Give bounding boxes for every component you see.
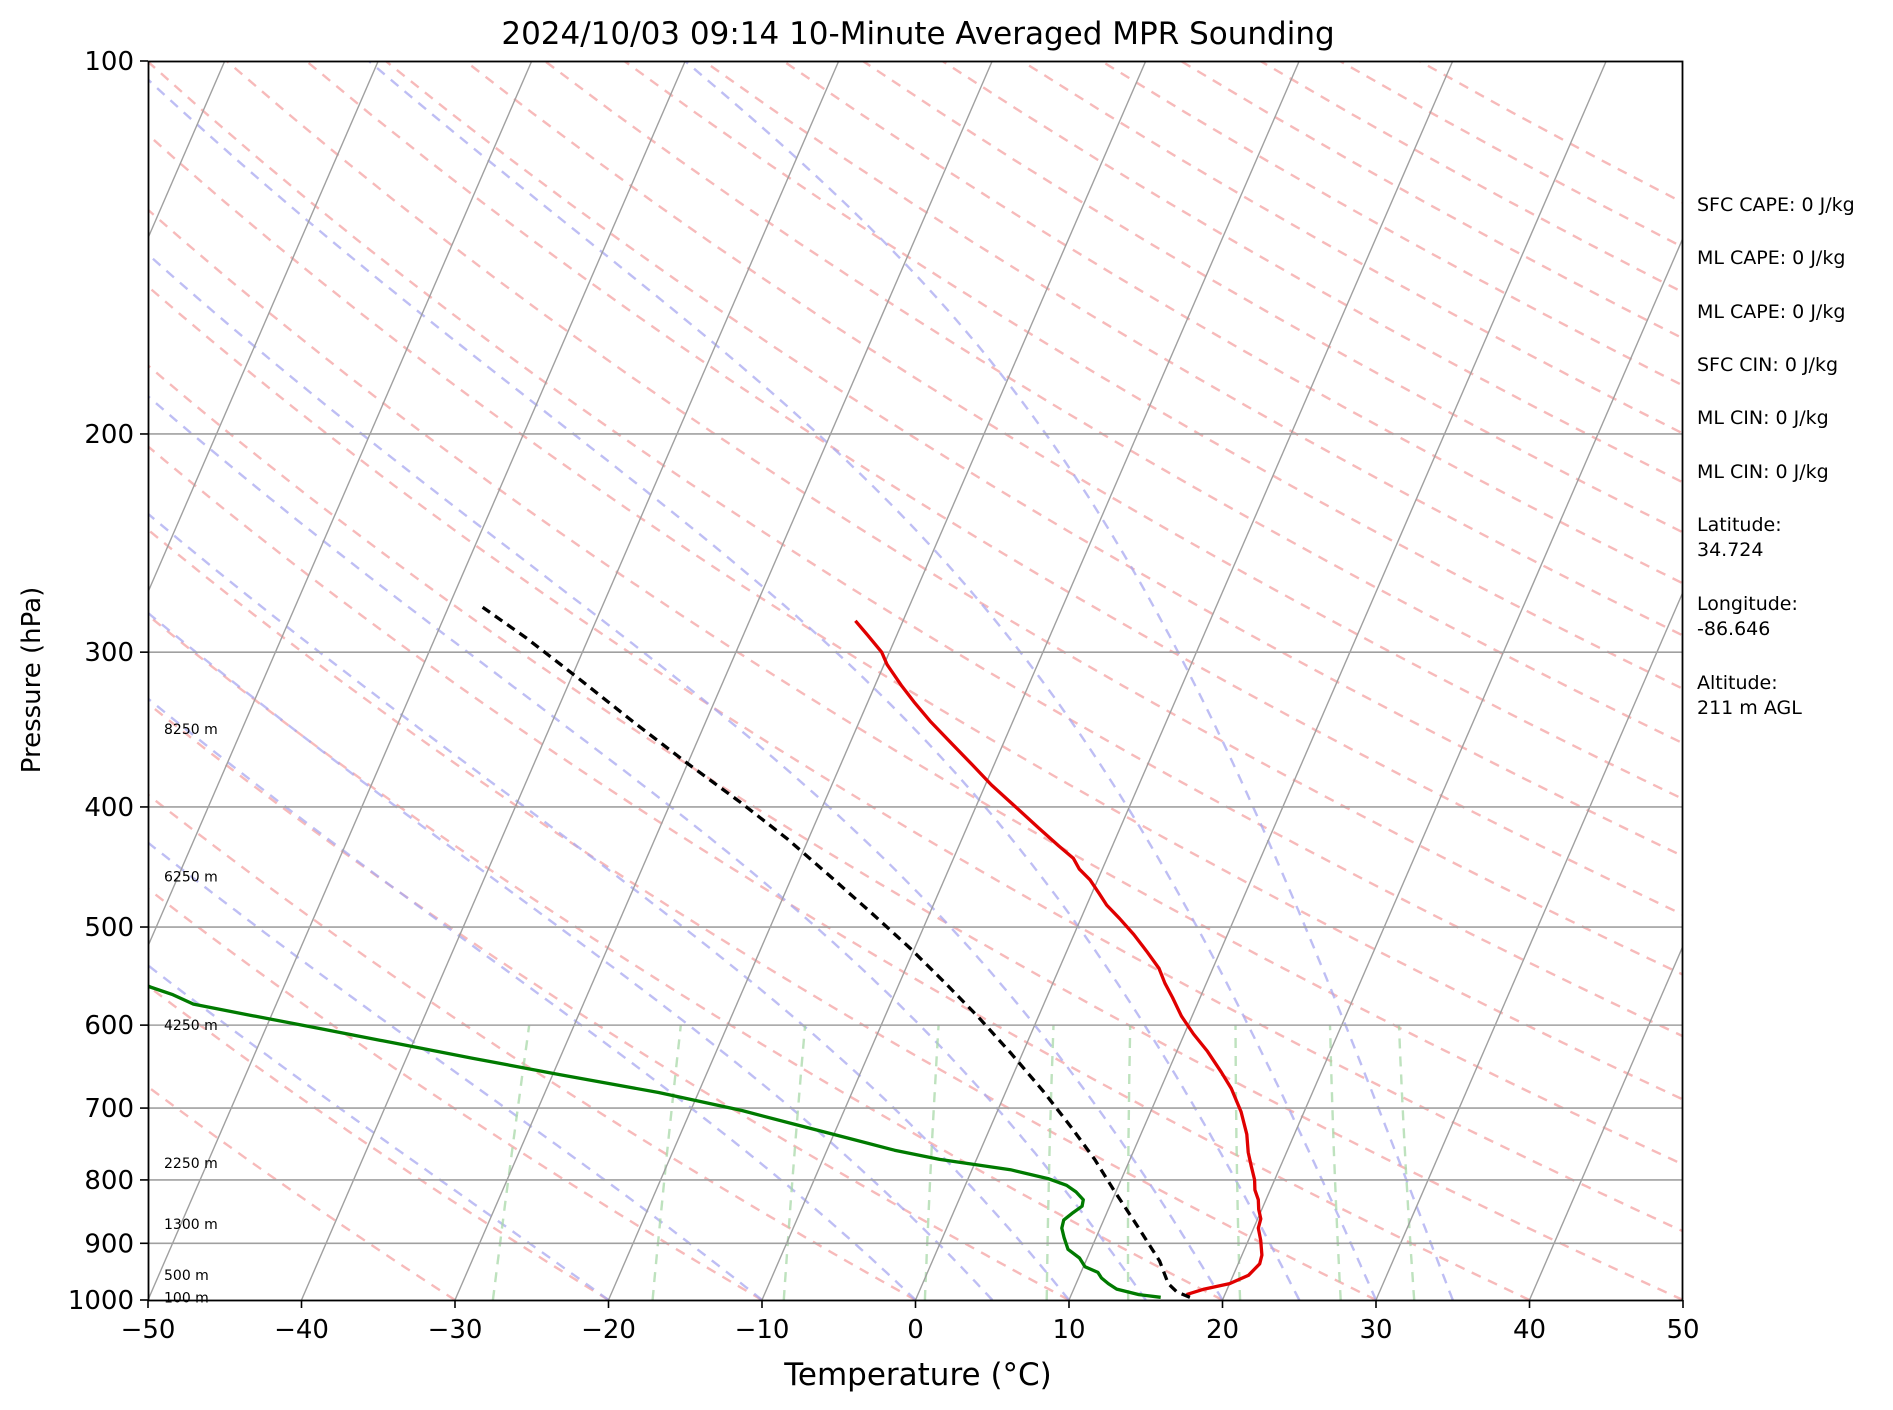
y-tick-label: 100 bbox=[84, 47, 134, 77]
sounding-series bbox=[0, 605, 1262, 1297]
y-tick-label: 200 bbox=[84, 420, 134, 450]
x-tick-label: −40 bbox=[274, 1315, 329, 1345]
height-label: 6250 m bbox=[164, 869, 218, 885]
y-tick-label: 800 bbox=[84, 1166, 134, 1196]
dry-adiabat-line bbox=[0, 61, 1376, 1300]
height-label: 4250 m bbox=[164, 1018, 218, 1034]
x-tick-label: 50 bbox=[1666, 1315, 1699, 1345]
chart-title: 2024/10/03 09:14 10-Minute Averaged MPR … bbox=[501, 16, 1334, 52]
side-panel-line: ML CIN: 0 J/kg bbox=[1697, 461, 1829, 483]
side-panel-line: SFC CIN: 0 J/kg bbox=[1697, 354, 1838, 376]
dry-adiabat-line bbox=[0, 61, 1069, 1300]
y-tick-label: 400 bbox=[84, 793, 134, 823]
y-tick-label: 700 bbox=[84, 1094, 134, 1124]
y-axis-ticks: 100 200 300 400 500 600 700 800 900 1000 bbox=[68, 47, 148, 1316]
mixing-ratio-line bbox=[1047, 1025, 1054, 1300]
moist-adiabat-line bbox=[128, 61, 1299, 1300]
side-panel: SFC CAPE: 0 J/kg ML CAPE: 0 J/kg ML CAPE: … bbox=[1697, 194, 1855, 719]
y-tick-label: 600 bbox=[84, 1011, 134, 1041]
height-labels: 8250 m 6250 m 4250 m 2250 m 1300 m 500 m 100 m bbox=[164, 722, 218, 1306]
dry-adiabat-line bbox=[0, 61, 1837, 1300]
height-label: 2250 m bbox=[164, 1156, 218, 1172]
side-panel-line: ML CAPE: 0 J/kg bbox=[1697, 301, 1845, 323]
y-tick-label: 900 bbox=[84, 1229, 134, 1259]
side-panel-line: ML CAPE: 0 J/kg bbox=[1697, 247, 1845, 269]
y-axis-label: Pressure (hPa) bbox=[17, 587, 47, 774]
height-label: 1300 m bbox=[164, 1217, 218, 1233]
background-lines bbox=[0, 61, 1893, 1300]
plot-frame bbox=[149, 62, 1683, 1301]
dry-adiabat-line bbox=[0, 61, 455, 1300]
mixing-ratio-line bbox=[784, 1025, 805, 1300]
x-tick-label: 40 bbox=[1513, 1315, 1546, 1345]
mixing-ratio-line bbox=[925, 1025, 939, 1300]
isotherm-line bbox=[1069, 61, 1606, 1300]
side-panel-line: SFC CAPE: 0 J/kg bbox=[1697, 194, 1855, 216]
side-panel-line: -86.646 bbox=[1697, 618, 1770, 640]
dry-adiabat-line bbox=[0, 61, 1683, 1300]
dry-adiabat-line bbox=[0, 61, 1893, 1300]
isotherm-line bbox=[916, 61, 1453, 1300]
isotherm-line bbox=[762, 61, 1299, 1300]
y-tick-label: 300 bbox=[84, 638, 134, 668]
isotherm-line bbox=[1223, 61, 1760, 1300]
x-tick-label: 20 bbox=[1206, 1315, 1239, 1345]
dry-adiabat-line bbox=[386, 61, 1893, 1300]
mixing-ratio-line bbox=[653, 1025, 681, 1300]
side-panel-line: Longitude: bbox=[1697, 593, 1798, 615]
side-panel-line: 34.724 bbox=[1697, 539, 1763, 561]
height-label: 8250 m bbox=[164, 722, 218, 738]
dry-adiabat-line bbox=[0, 61, 916, 1300]
y-tick-label: 500 bbox=[84, 913, 134, 943]
x-tick-label: −30 bbox=[428, 1315, 483, 1345]
y-tick-label: 1000 bbox=[68, 1286, 134, 1316]
height-label: 100 m bbox=[164, 1290, 209, 1306]
temperature-line bbox=[855, 621, 1262, 1295]
mixing-ratio-line bbox=[1236, 1025, 1241, 1300]
x-tick-label: 10 bbox=[1052, 1315, 1085, 1345]
height-label: 500 m bbox=[164, 1268, 209, 1284]
x-tick-label: 30 bbox=[1359, 1315, 1392, 1345]
side-panel-line: Altitude: bbox=[1697, 672, 1778, 694]
x-axis-ticks: −50 −40 −30 −20 −10 0 10 20 30 40 50 bbox=[121, 1300, 1700, 1345]
moist-adiabat-line bbox=[0, 61, 1069, 1300]
side-panel-line: ML CIN: 0 J/kg bbox=[1697, 407, 1829, 429]
dry-adiabat-line bbox=[306, 61, 1893, 1300]
side-panel-line: 211 m AGL bbox=[1697, 697, 1802, 719]
x-tick-label: −10 bbox=[735, 1315, 790, 1345]
x-tick-label: −50 bbox=[121, 1315, 176, 1345]
x-tick-label: −20 bbox=[581, 1315, 636, 1345]
isotherm-line bbox=[609, 61, 1146, 1300]
moist-adiabat-line bbox=[0, 61, 1146, 1300]
x-axis-label: Temperature (°C) bbox=[783, 1357, 1052, 1393]
moist-adiabat-line bbox=[0, 61, 916, 1300]
side-panel-line: Latitude: bbox=[1697, 514, 1782, 536]
isotherm-line bbox=[455, 61, 992, 1300]
mixing-ratio-line bbox=[1399, 1025, 1414, 1300]
x-tick-label: 0 bbox=[907, 1315, 924, 1345]
